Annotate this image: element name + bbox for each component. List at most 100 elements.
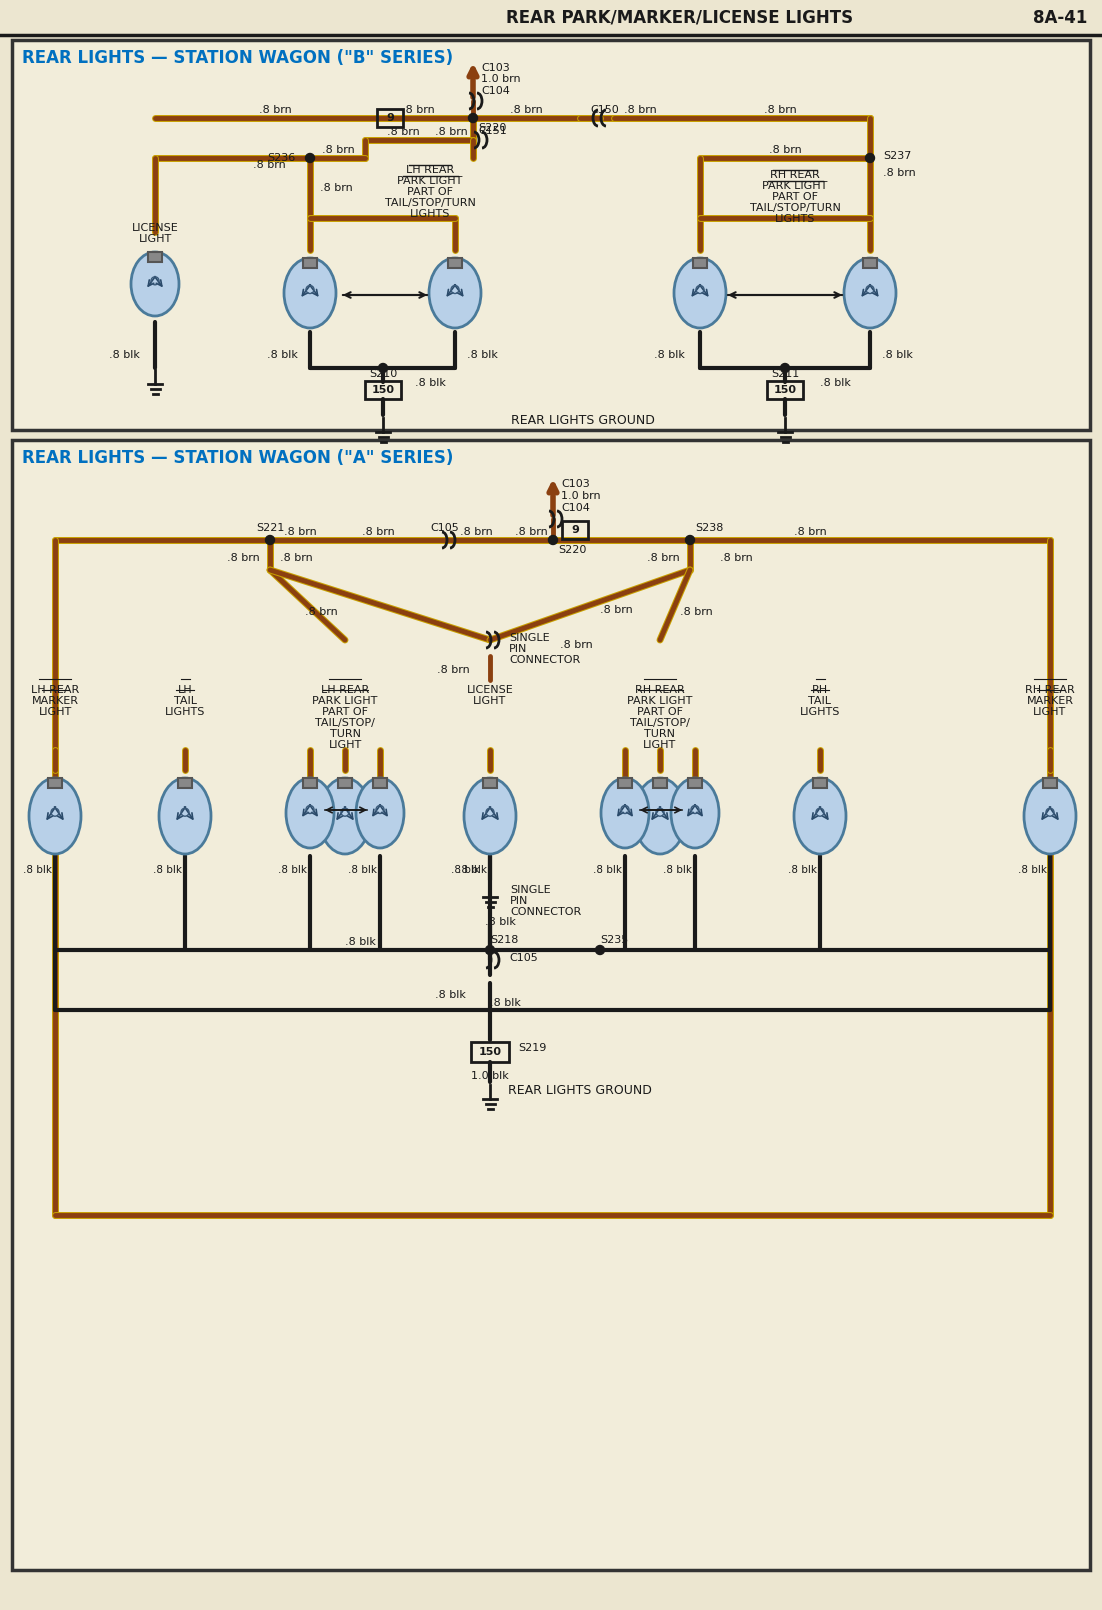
Text: .8 blk: .8 blk xyxy=(485,918,516,927)
Text: PART OF: PART OF xyxy=(322,707,368,716)
Text: .8 blk: .8 blk xyxy=(23,865,52,874)
Text: 150: 150 xyxy=(371,385,395,394)
Ellipse shape xyxy=(318,778,371,853)
Ellipse shape xyxy=(601,778,649,848)
Text: LIGHTS: LIGHTS xyxy=(800,707,840,716)
Text: C105: C105 xyxy=(509,953,538,963)
Ellipse shape xyxy=(1024,778,1076,853)
Text: .8 blk: .8 blk xyxy=(451,865,480,874)
FancyBboxPatch shape xyxy=(12,40,1090,430)
Text: LIGHTS: LIGHTS xyxy=(410,209,451,219)
Text: LIGHT: LIGHT xyxy=(644,741,677,750)
Text: PIN: PIN xyxy=(510,897,528,906)
Text: REAR LIGHTS — STATION WAGON ("A" SERIES): REAR LIGHTS — STATION WAGON ("A" SERIES) xyxy=(22,449,453,467)
Text: .8 brn: .8 brn xyxy=(402,105,435,114)
Text: .8 brn: .8 brn xyxy=(435,127,468,137)
Text: .8 blk: .8 blk xyxy=(435,990,466,1000)
Text: LH REAR: LH REAR xyxy=(31,684,79,696)
Text: .8 brn: .8 brn xyxy=(437,665,469,675)
Text: .8 brn: .8 brn xyxy=(510,105,543,114)
Text: REAR LIGHTS — STATION WAGON ("B" SERIES): REAR LIGHTS — STATION WAGON ("B" SERIES) xyxy=(22,48,453,68)
Text: TAIL/STOP/TURN: TAIL/STOP/TURN xyxy=(385,198,475,208)
Text: .8 blk: .8 blk xyxy=(593,865,622,874)
Text: TAIL/STOP/: TAIL/STOP/ xyxy=(315,718,375,728)
FancyBboxPatch shape xyxy=(483,778,497,787)
Text: 150: 150 xyxy=(478,1046,501,1058)
Text: .8 brn: .8 brn xyxy=(280,552,313,563)
Text: .8 brn: .8 brn xyxy=(387,127,420,137)
Text: .8 brn: .8 brn xyxy=(305,607,337,617)
Text: PARK LIGHT: PARK LIGHT xyxy=(312,696,378,707)
Text: TAIL/STOP/TURN: TAIL/STOP/TURN xyxy=(749,203,841,213)
Ellipse shape xyxy=(634,778,687,853)
Text: C103: C103 xyxy=(480,63,510,72)
Text: 9: 9 xyxy=(571,525,579,535)
Text: .8 blk: .8 blk xyxy=(655,349,685,361)
Circle shape xyxy=(780,364,789,372)
Text: LH: LH xyxy=(177,684,193,696)
Text: .8 brn: .8 brn xyxy=(320,184,353,193)
Text: .8 blk: .8 blk xyxy=(415,378,446,388)
FancyBboxPatch shape xyxy=(12,440,1090,1570)
Ellipse shape xyxy=(159,778,210,853)
Text: .8 brn: .8 brn xyxy=(516,526,548,538)
Text: S218: S218 xyxy=(490,935,518,945)
Circle shape xyxy=(486,945,495,955)
Text: LIGHT: LIGHT xyxy=(328,741,361,750)
Text: LIGHT: LIGHT xyxy=(139,233,172,245)
Circle shape xyxy=(685,536,694,544)
Circle shape xyxy=(595,945,605,955)
Text: TAIL: TAIL xyxy=(809,696,832,707)
Text: .8 brn: .8 brn xyxy=(793,526,826,538)
Text: S237: S237 xyxy=(883,151,911,161)
Text: TURN: TURN xyxy=(329,729,360,739)
Text: PART OF: PART OF xyxy=(637,707,683,716)
FancyBboxPatch shape xyxy=(863,258,877,267)
Text: .8 brn: .8 brn xyxy=(624,105,657,114)
FancyBboxPatch shape xyxy=(372,778,387,787)
Text: LH REAR: LH REAR xyxy=(406,164,454,175)
Text: RH REAR: RH REAR xyxy=(770,171,820,180)
FancyBboxPatch shape xyxy=(338,778,352,787)
Text: .8 blk: .8 blk xyxy=(490,998,521,1008)
Text: 9: 9 xyxy=(386,113,393,122)
Text: REAR LIGHTS GROUND: REAR LIGHTS GROUND xyxy=(511,414,655,427)
Ellipse shape xyxy=(287,778,334,848)
Ellipse shape xyxy=(464,778,516,853)
Text: .8 brn: .8 brn xyxy=(322,145,355,155)
Text: PART OF: PART OF xyxy=(773,192,818,201)
FancyBboxPatch shape xyxy=(148,253,162,262)
Circle shape xyxy=(266,536,274,544)
Text: .8 blk: .8 blk xyxy=(1018,865,1047,874)
Text: .8 brn: .8 brn xyxy=(283,526,316,538)
Text: S238: S238 xyxy=(695,523,723,533)
Circle shape xyxy=(305,153,314,163)
Text: 8A-41: 8A-41 xyxy=(1033,10,1088,27)
Text: .8 blk: .8 blk xyxy=(109,349,140,361)
Text: MARKER: MARKER xyxy=(32,696,78,707)
Text: S210: S210 xyxy=(369,369,397,378)
Text: SINGLE: SINGLE xyxy=(509,633,550,642)
Ellipse shape xyxy=(674,258,726,328)
Ellipse shape xyxy=(29,778,82,853)
Circle shape xyxy=(549,536,558,544)
Text: .8 blk: .8 blk xyxy=(882,349,912,361)
Text: 1.0 brn: 1.0 brn xyxy=(480,74,520,84)
Text: .8 blk: .8 blk xyxy=(278,865,307,874)
FancyBboxPatch shape xyxy=(688,778,702,787)
Text: .8 brn: .8 brn xyxy=(764,105,797,114)
Text: LICENSE: LICENSE xyxy=(131,224,179,233)
FancyBboxPatch shape xyxy=(179,778,192,787)
Text: RH REAR: RH REAR xyxy=(635,684,684,696)
Ellipse shape xyxy=(844,258,896,328)
Text: 150: 150 xyxy=(774,385,797,394)
Text: MARKER: MARKER xyxy=(1026,696,1073,707)
Text: TAIL: TAIL xyxy=(173,696,196,707)
Text: .8 blk: .8 blk xyxy=(663,865,692,874)
Text: LH REAR: LH REAR xyxy=(321,684,369,696)
FancyBboxPatch shape xyxy=(449,258,462,267)
FancyBboxPatch shape xyxy=(1042,778,1057,787)
Text: .8 blk: .8 blk xyxy=(820,378,851,388)
Text: .8 blk: .8 blk xyxy=(467,349,498,361)
Text: RH: RH xyxy=(812,684,828,696)
